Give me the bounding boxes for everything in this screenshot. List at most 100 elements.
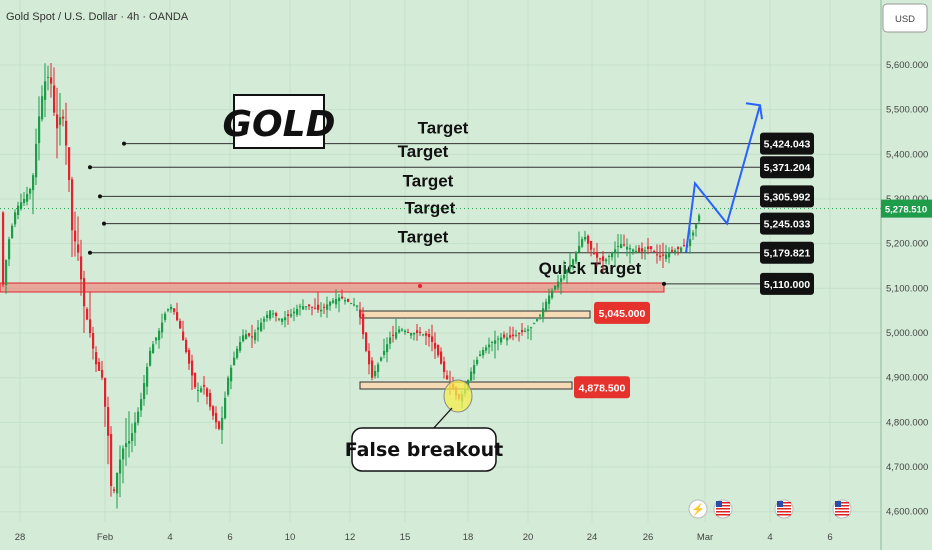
x-tick-label: 18 — [463, 532, 474, 543]
candle-body — [623, 244, 626, 246]
candle-body — [428, 333, 431, 338]
candle-body — [605, 259, 608, 262]
x-tick-label: Mar — [697, 532, 713, 543]
candle-body — [137, 411, 140, 423]
candle-body — [134, 422, 137, 433]
quick-target-label: Quick Target — [539, 259, 642, 278]
price-level-label: 5,371.204 — [764, 162, 811, 174]
flash-icon-bg — [688, 499, 708, 519]
candle-body — [335, 299, 338, 305]
level-anchor-dot — [88, 250, 92, 255]
candle-body — [620, 244, 623, 249]
candle-body — [515, 334, 518, 336]
false-breakout-label: False breakout — [345, 439, 503, 461]
y-tick-label: 4,900.000 — [886, 373, 928, 384]
candle-body — [29, 188, 32, 194]
candle-body — [8, 239, 11, 260]
candle-body — [548, 295, 551, 304]
x-tick-label: 6 — [227, 532, 232, 543]
candle-body — [689, 239, 692, 247]
price-level-label: 5,305.992 — [764, 191, 811, 203]
candle-body — [362, 313, 365, 335]
candle-body — [299, 306, 302, 308]
candle-body — [569, 264, 572, 269]
x-tick-label: 6 — [827, 532, 832, 543]
currency-button[interactable]: USD — [882, 3, 928, 33]
candle-body — [74, 230, 77, 242]
level-anchor-dot — [102, 221, 106, 226]
breakout-highlight-circle — [443, 379, 473, 413]
y-tick-label: 5,200.000 — [886, 239, 928, 250]
last-price-label: 5,278.510 — [885, 205, 927, 216]
candle-body — [170, 306, 173, 310]
candle-body — [107, 407, 110, 436]
candle-body — [524, 330, 527, 332]
candle-body — [176, 312, 179, 321]
x-tick-label: 26 — [643, 532, 654, 543]
target-label: Target — [398, 142, 449, 161]
event-icons: ⚡ — [688, 499, 852, 519]
target-label: Target — [403, 171, 454, 190]
candle-body — [140, 399, 143, 411]
candle-body — [641, 248, 644, 252]
us-flag-icon — [832, 499, 852, 519]
candle-body — [260, 322, 263, 332]
candle-body — [575, 252, 578, 262]
candle-body — [539, 315, 542, 317]
candle-body — [617, 245, 620, 247]
annotations — [685, 102, 763, 253]
target-label: Target — [418, 119, 469, 138]
candle-body — [431, 336, 434, 342]
chart-title: Gold Spot / U.S. Dollar · 4h · OANDA — [6, 11, 189, 23]
candle-body — [104, 377, 107, 407]
candle-body — [629, 248, 632, 250]
candle-body — [482, 349, 485, 356]
candle-body — [77, 244, 80, 253]
candle-body — [341, 296, 344, 299]
time-axis[interactable]: 28 Feb 4 6 10 12 15 18 20 24 26 Mar 4 6 — [15, 532, 833, 543]
candle-body — [197, 389, 200, 391]
candle-body — [149, 350, 152, 366]
candle-body — [692, 232, 695, 236]
price-level-tag — [760, 272, 814, 295]
y-tick-label: 4,600.000 — [886, 507, 928, 518]
candle-body — [212, 406, 215, 416]
candle-body — [143, 383, 146, 400]
candle-body — [671, 249, 674, 252]
candle-body — [200, 388, 203, 392]
candle-body — [386, 344, 389, 353]
x-tick-label: 4 — [767, 532, 772, 543]
candle-body — [317, 304, 320, 310]
candle-body — [650, 246, 653, 250]
candle-body — [155, 337, 158, 341]
candle-body — [353, 304, 356, 306]
candle-body — [596, 252, 599, 258]
candle-body — [152, 344, 155, 354]
flag-stripe — [835, 508, 849, 510]
candle-body — [368, 350, 371, 365]
price-axis[interactable] — [881, 0, 932, 550]
candle-body — [647, 246, 650, 250]
flag-stripe — [835, 514, 849, 516]
candle-body — [545, 301, 548, 311]
candle-body — [35, 143, 38, 178]
last-price-tag — [881, 199, 932, 218]
candle-body — [263, 318, 266, 322]
price-level-label: 5,110.000 — [764, 279, 810, 291]
candle-body — [14, 212, 17, 225]
candle-body — [71, 179, 74, 231]
target-label: Target — [398, 228, 449, 247]
price-level-label: 5,179.821 — [764, 248, 811, 260]
candle-body — [527, 329, 530, 331]
level-anchor-dot — [662, 281, 666, 286]
candle-body — [404, 330, 407, 333]
price-level-tag — [760, 241, 814, 264]
flag-stripe — [777, 514, 791, 516]
candle-body — [86, 308, 89, 320]
candle-body — [695, 224, 698, 229]
candle-body — [278, 318, 281, 320]
candle-body — [473, 365, 476, 374]
candle-body — [554, 285, 557, 290]
candle-body — [476, 359, 479, 364]
